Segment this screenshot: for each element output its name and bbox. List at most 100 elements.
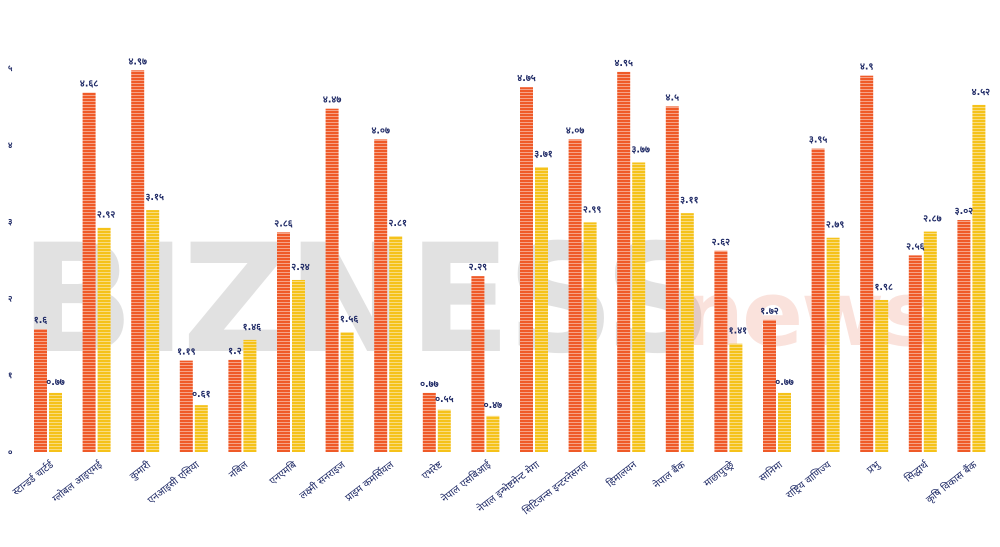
value-label: २.६२: [712, 237, 730, 248]
value-label: २.२४: [291, 262, 309, 273]
x-tick-label: एनएमबि: [267, 459, 299, 488]
bars: [34, 70, 986, 453]
x-tick-label: प्रभु: [865, 459, 883, 476]
value-label: २.७९: [826, 220, 844, 231]
value-label: ३.७१: [534, 149, 552, 160]
x-tick-label: कुमारी: [128, 459, 154, 483]
bar-series-b: [340, 332, 354, 452]
bar-series-a: [714, 250, 728, 452]
y-tick-label: २: [8, 294, 12, 304]
value-label: २.८६: [274, 218, 292, 229]
bar-series-a: [34, 329, 47, 452]
value-label: १.५६: [340, 314, 358, 325]
bar-series-b: [535, 167, 548, 452]
bar-series-a: [908, 255, 922, 452]
value-label: ४.०७: [371, 125, 389, 136]
bar-series-b: [292, 279, 305, 452]
x-axis: स्टान्डर्ड चार्टर्डग्लोबल आइएमई कुमारीएनआ…: [10, 458, 979, 517]
bar-series-a: [568, 139, 582, 452]
bar-series-b: [146, 210, 160, 452]
bar-series-a: [179, 360, 193, 452]
x-tick-label: नबिल: [227, 459, 251, 481]
value-label: ०.७७: [46, 377, 64, 388]
bar-series-a: [520, 87, 533, 452]
value-label: ०.७७: [775, 377, 793, 388]
bar-series-a: [422, 392, 436, 452]
value-label: २.८१: [388, 218, 406, 229]
bar-series-b: [194, 405, 208, 452]
value-labels: १.६ ०.७७ ४.६८ २.९२ ४.९७ ३.१५ १.१९ ०.६१ १.२ १.४६ २.…: [34, 56, 990, 411]
value-label: १.४१: [729, 326, 747, 337]
value-label: १.६: [34, 315, 48, 326]
bar-series-b: [389, 236, 403, 452]
x-tick-label: लक्ष्मी सनराइज: [297, 459, 348, 502]
bar-series-a: [325, 108, 339, 452]
value-label: १.७२: [760, 306, 778, 317]
bar-series-b: [826, 237, 840, 452]
bar-series-a: [957, 220, 971, 452]
x-tick-label: माछापुच्छ्रे: [702, 459, 737, 490]
bar-series-b: [49, 392, 62, 452]
y-tick-label: ३: [8, 218, 12, 228]
bar-series-a: [763, 319, 776, 452]
x-tick-label: नेपाल बैंक: [651, 459, 688, 492]
y-tick-label: ०: [8, 448, 13, 458]
bar-series-a: [471, 276, 485, 452]
bar-series-b: [729, 343, 743, 452]
bar-series-b: [97, 227, 111, 452]
value-label: २.९२: [97, 210, 115, 221]
bar-series-a: [228, 359, 242, 452]
bar-series-b: [923, 231, 937, 452]
value-label: ४.९५: [614, 58, 632, 69]
value-label: १.२: [228, 346, 242, 357]
bar-series-b: [583, 222, 597, 452]
bar-series-a: [665, 106, 679, 453]
x-tick-label: स्टान्डर्ड चार्टर्ड: [10, 458, 56, 498]
value-label: १.४६: [243, 322, 261, 333]
bar-series-a: [860, 75, 874, 453]
value-label: २.५६: [906, 241, 924, 252]
value-label: ४.४७: [323, 95, 341, 106]
value-label: ४.७५: [517, 73, 535, 84]
value-label: ३.११: [680, 195, 698, 206]
x-tick-label: कृषि विकास बैंक: [924, 459, 980, 506]
x-tick-label: एनआइसी एसिया: [145, 459, 202, 507]
y-tick-label: ४: [8, 141, 13, 151]
x-tick-label: सिद्धार्थ: [903, 458, 932, 484]
value-label: ३.७७: [631, 144, 649, 155]
bar-series-a: [374, 139, 388, 452]
x-tick-label: राष्ट्रिय वाणिज्य: [784, 459, 834, 502]
bar-series-b: [778, 392, 791, 452]
x-tick-label: एभरेष्ट: [420, 459, 445, 482]
value-label: २.२९: [469, 262, 487, 273]
bar-series-a: [82, 92, 96, 453]
bar-series-a: [131, 70, 145, 452]
value-label: ४.९७: [128, 56, 146, 67]
value-label: ३.१५: [145, 192, 163, 203]
bar-series-b: [875, 299, 889, 452]
y-tick-label: १: [8, 371, 12, 381]
value-label: २.८७: [923, 214, 941, 225]
value-label: ४.०७: [566, 125, 584, 136]
value-label: ०.६१: [192, 389, 210, 400]
value-label: २.९९: [583, 204, 601, 215]
value-label: ४.६८: [80, 79, 98, 90]
x-tick-label: प्राइम कमर्सियल: [343, 459, 396, 504]
x-tick-label: सानिमा: [757, 459, 785, 485]
bar-series-a: [811, 148, 825, 452]
value-label: ४.५२: [972, 87, 990, 98]
value-label: ४.५: [666, 92, 680, 103]
bar-series-b: [972, 104, 986, 452]
value-label: ०.४७: [484, 400, 502, 411]
value-label: ०.७७: [420, 379, 438, 390]
x-tick-label: हिमालयन: [604, 459, 639, 490]
x-tick-label: ग्लोबल आइएमई: [50, 458, 105, 505]
value-label: ०.५५: [435, 394, 453, 405]
bar-series-b: [632, 162, 646, 453]
bar-series-b: [437, 409, 451, 452]
bar-series-a: [617, 71, 631, 452]
value-label: १.९८: [874, 282, 892, 293]
bar-series-b: [243, 339, 257, 452]
